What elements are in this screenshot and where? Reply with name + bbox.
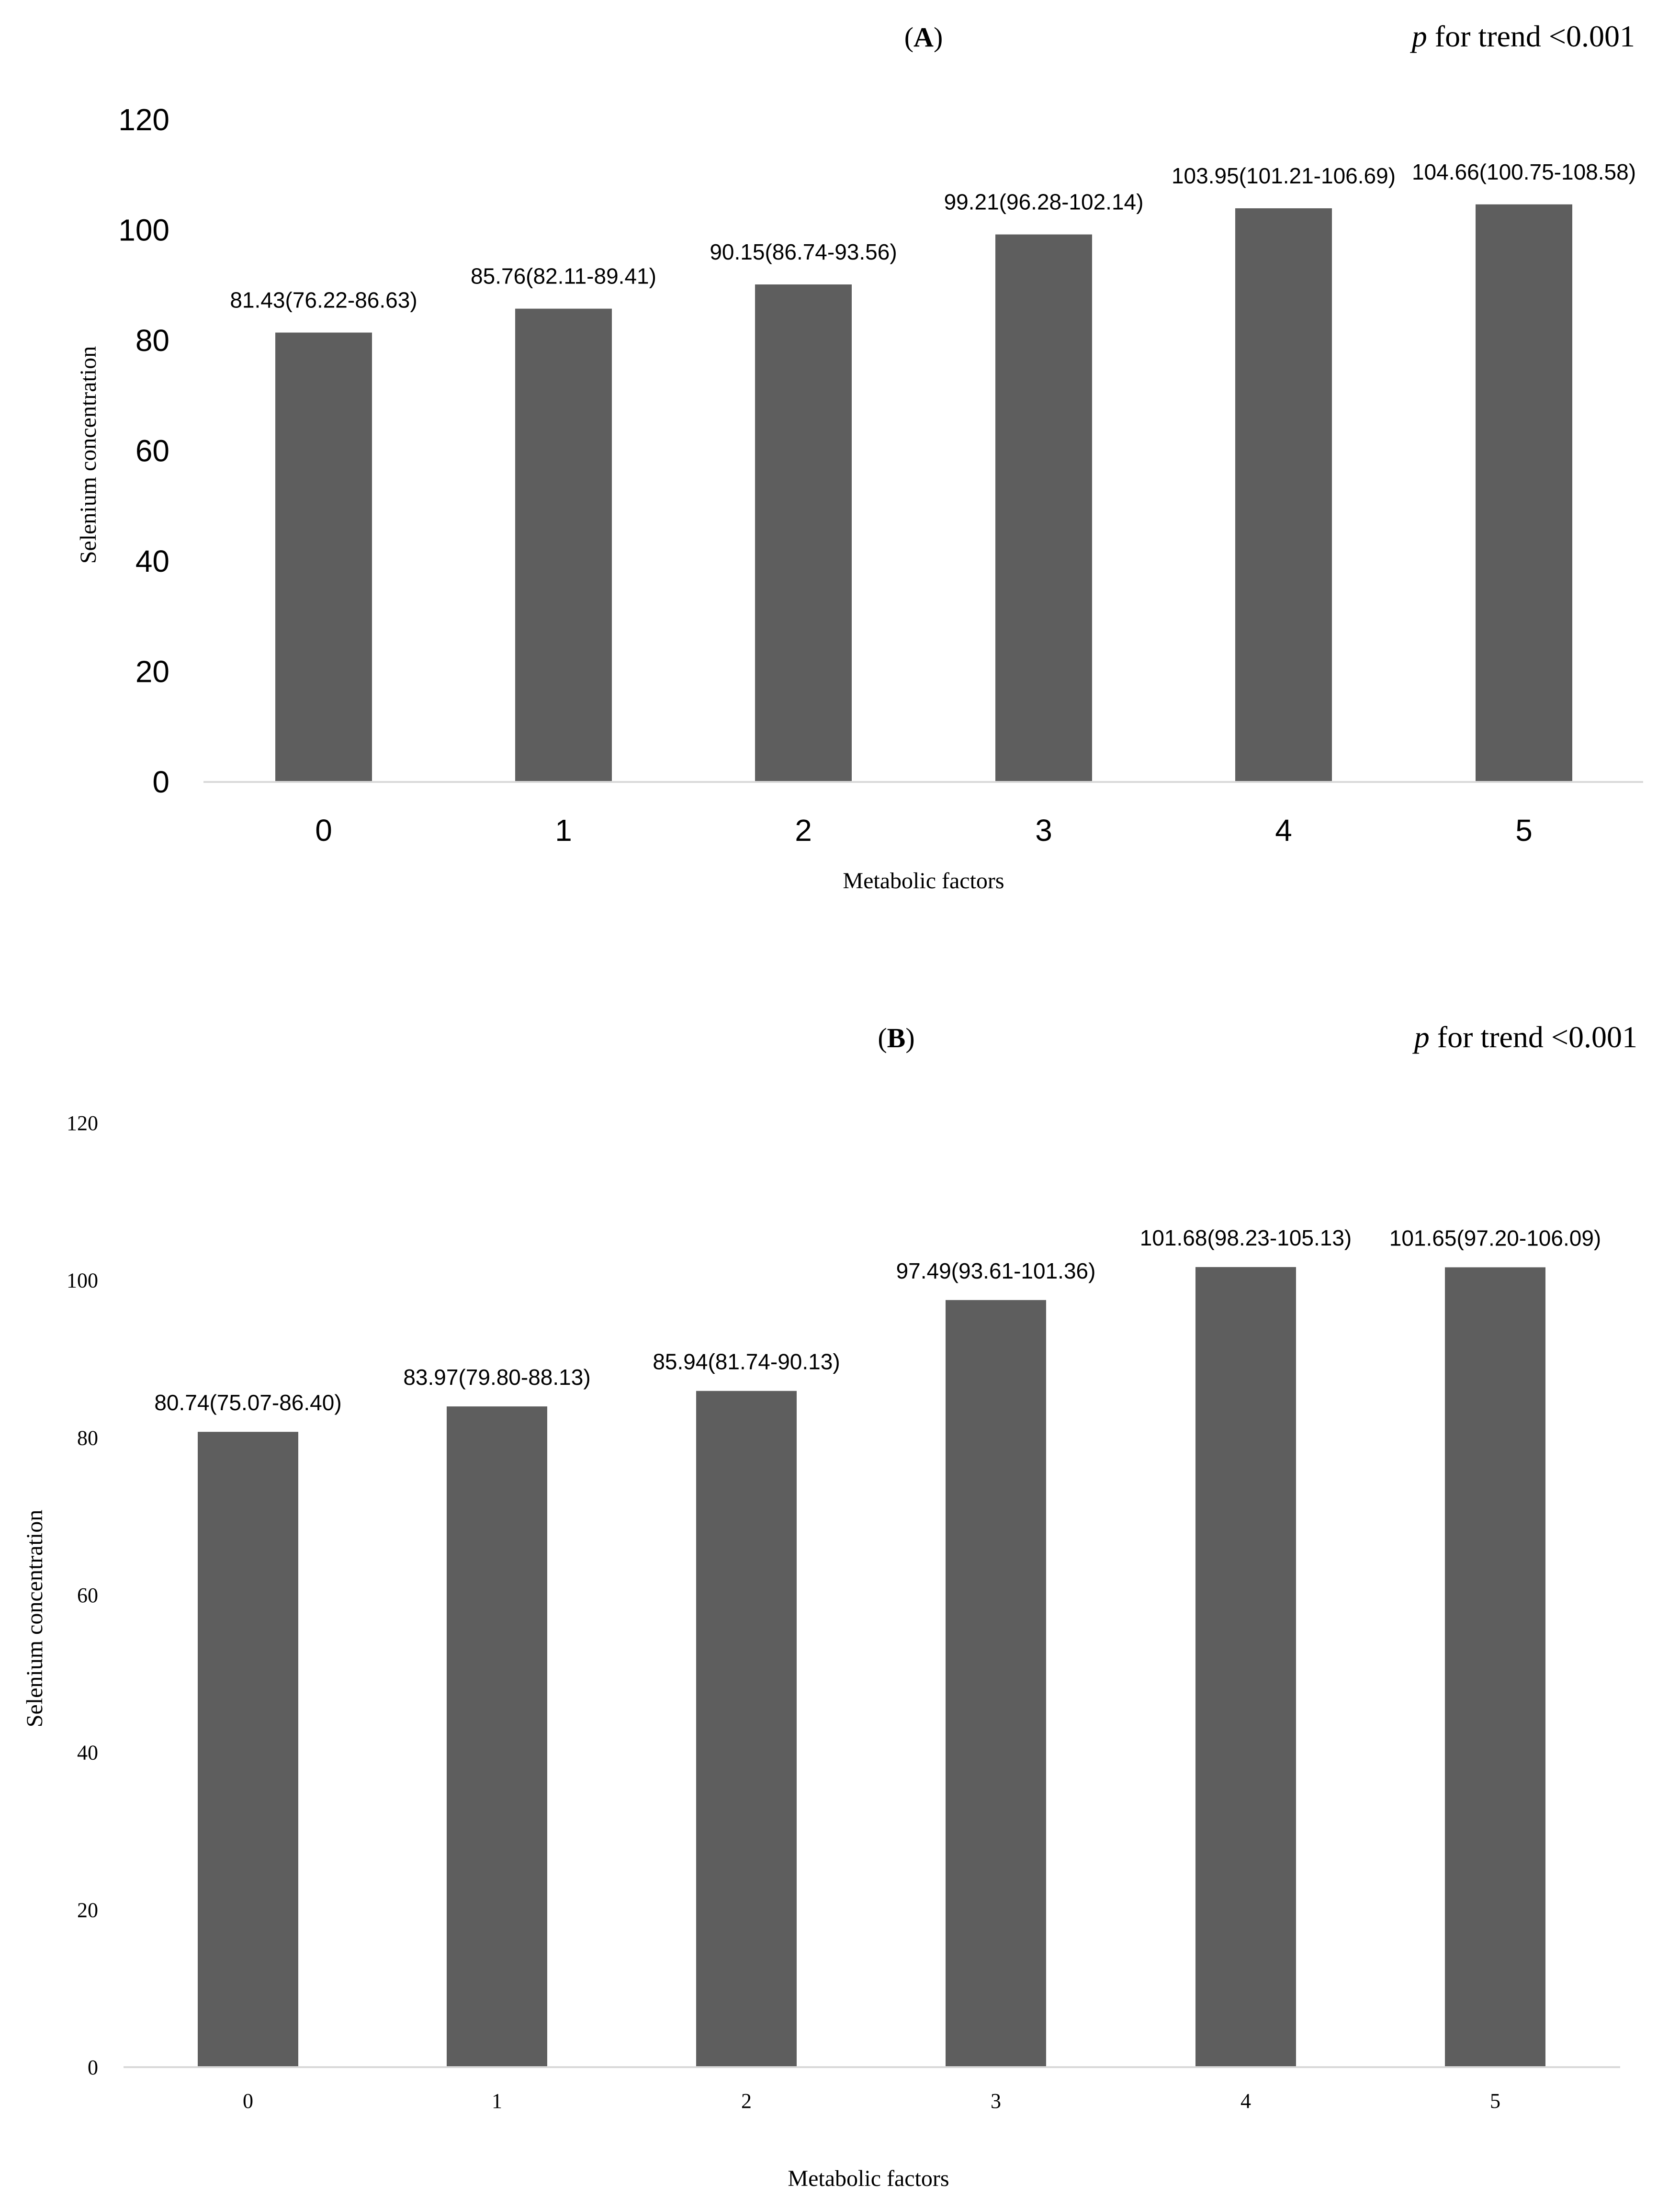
b-data-label: 97.49(93.61-101.36) <box>896 1258 1096 1283</box>
panel-a-letter: A <box>913 22 934 53</box>
b-x-tick-label: 4 <box>1240 2089 1251 2113</box>
b-y-tick-label: 120 <box>67 1111 98 1135</box>
b-y-tick-label: 20 <box>77 1898 98 1922</box>
panel-a: (A) p for trend <0.001 Metabolic factors… <box>76 19 1643 894</box>
a-data-label: 104.66(100.75-108.58) <box>1412 159 1636 184</box>
b-bar <box>447 1406 547 2067</box>
a-bar <box>995 234 1092 782</box>
panel-a-ticks: 0 20 40 60 80 100 120 0 1 2 3 4 5 <box>118 102 1533 848</box>
b-bar <box>946 1300 1046 2067</box>
a-y-tick-label: 80 <box>135 323 169 358</box>
b-x-tick-label: 2 <box>741 2089 752 2113</box>
b-bar <box>198 1432 298 2067</box>
panel-b-bars <box>198 1267 1545 2067</box>
b-y-tick-label: 60 <box>77 1584 98 1607</box>
a-x-tick-label: 4 <box>1275 813 1292 848</box>
panel-b-y-axis-title: Selenium concentration <box>22 1510 47 1728</box>
a-bar <box>755 284 852 782</box>
panel-b: (B) p for trend <0.001 Metabolic factors… <box>22 1020 1637 2191</box>
a-x-tick-label: 2 <box>795 813 812 848</box>
a-x-tick-label: 5 <box>1515 813 1533 848</box>
panel-b-ticks: 0 20 40 60 80 100 120 0 1 2 3 4 5 <box>67 1111 1500 2113</box>
panel-a-x-axis-title: Metabolic factors <box>843 868 1004 894</box>
a-y-tick-label: 20 <box>135 655 169 689</box>
a-y-tick-label: 0 <box>152 765 169 799</box>
b-data-label: 85.94(81.74-90.13) <box>653 1349 840 1374</box>
panel-a-p-trend: p for trend <0.001 <box>1410 19 1635 53</box>
b-x-tick-label: 5 <box>1490 2089 1500 2113</box>
panel-b-p-trend: p for trend <0.001 <box>1412 1020 1637 1054</box>
b-bar <box>1445 1267 1545 2067</box>
b-y-tick-label: 0 <box>88 2056 98 2079</box>
panel-b-data-labels: 80.74(75.07-86.40) 83.97(79.80-88.13) 85.9… <box>154 1225 1601 1415</box>
b-data-label: 80.74(75.07-86.40) <box>154 1390 341 1415</box>
a-data-label: 85.76(82.11-89.41) <box>471 264 656 289</box>
b-y-tick-label: 40 <box>77 1741 98 1765</box>
b-y-tick-label: 80 <box>77 1426 98 1449</box>
b-y-tick-label: 100 <box>67 1269 98 1292</box>
panel-b-x-axis-title: Metabolic factors <box>788 2166 949 2191</box>
b-data-label: 101.65(97.20-106.09) <box>1389 1226 1601 1251</box>
a-y-tick-label: 100 <box>118 213 169 248</box>
a-data-label: 99.21(96.28-102.14) <box>944 190 1144 215</box>
a-x-tick-label: 1 <box>555 813 572 848</box>
panel-a-data-labels: 81.43(76.22-86.63) 85.76(82.11-89.41) 90.1… <box>230 159 1636 313</box>
a-bar <box>1235 208 1332 782</box>
b-x-tick-label: 0 <box>243 2089 253 2113</box>
b-data-label: 101.68(98.23-105.13) <box>1140 1225 1352 1250</box>
a-x-tick-label: 3 <box>1035 813 1052 848</box>
a-data-label: 103.95(101.21-106.69) <box>1172 163 1396 188</box>
b-data-label: 83.97(79.80-88.13) <box>403 1365 590 1390</box>
a-data-label: 90.15(86.74-93.56) <box>710 239 897 264</box>
a-bar <box>515 308 612 782</box>
a-data-label: 81.43(76.22-86.63) <box>230 288 417 313</box>
panel-b-label: (B) <box>878 1022 914 1053</box>
a-y-tick-label: 60 <box>135 434 169 468</box>
b-bar <box>1195 1267 1296 2067</box>
panel-a-label: (A) <box>904 22 943 53</box>
a-y-tick-label: 120 <box>118 102 169 137</box>
b-x-tick-label: 1 <box>492 2089 502 2113</box>
panel-a-bars <box>275 204 1572 782</box>
b-bar <box>696 1391 797 2067</box>
panel-a-y-axis-title: Selenium concentration <box>76 346 101 564</box>
a-bar <box>275 332 372 782</box>
a-y-tick-label: 40 <box>135 544 169 578</box>
b-x-tick-label: 3 <box>991 2089 1001 2113</box>
a-bar <box>1476 204 1572 782</box>
panel-b-letter: B <box>887 1022 906 1053</box>
a-x-tick-label: 0 <box>315 813 332 848</box>
